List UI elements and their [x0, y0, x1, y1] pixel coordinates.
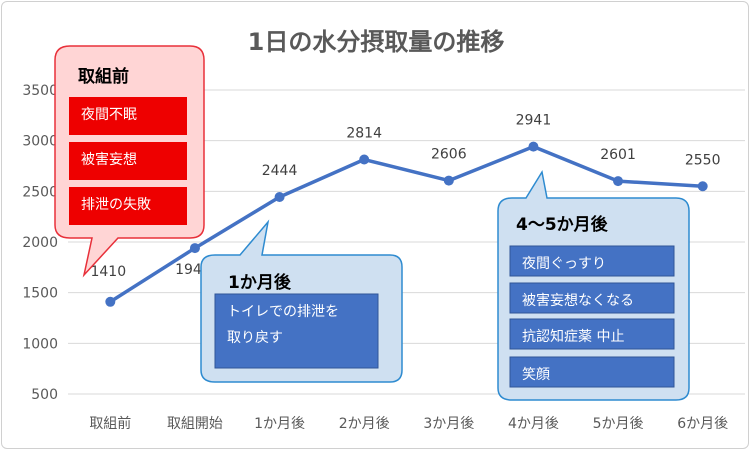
data-label: 2601 — [600, 147, 636, 163]
data-label: 2941 — [516, 113, 552, 129]
chart-title: 1日の水分摂取量の推移 — [248, 28, 505, 56]
callout-item: 夜間不眠 — [81, 107, 137, 123]
data-point — [697, 181, 708, 192]
x-tick-label: 取組前 — [89, 415, 131, 432]
data-label: 2550 — [685, 152, 721, 168]
callout-item-box — [509, 356, 675, 388]
data-point — [274, 192, 285, 203]
y-tick-label: 1000 — [22, 336, 58, 352]
callout-item-box — [69, 97, 187, 135]
y-tick-label: 500 — [31, 387, 58, 403]
data-label: 2606 — [431, 147, 467, 163]
y-tick-label: 2500 — [22, 184, 58, 200]
callout-item: 夜間ぐっすり — [522, 256, 606, 272]
data-point — [528, 141, 539, 152]
callout-item: 排泄の失敗 — [81, 197, 151, 213]
callout-item: 被害妄想なくなる — [522, 293, 634, 309]
y-tick-label: 3500 — [22, 83, 58, 99]
data-point — [613, 176, 624, 187]
x-axis-ticks: 取組前 取組開始 1か月後 2か月後 3か月後 4か月後 5か月後 6か月後 — [89, 415, 728, 432]
data-label: 2444 — [262, 163, 298, 179]
series-line — [105, 141, 708, 307]
callout-title: 1か月後 — [228, 272, 292, 293]
callouts: 取組前夜間不眠被害妄想排泄の失敗1か月後トイレでの排泄を取り戻す4～5か月後夜間… — [54, 45, 690, 401]
data-point — [189, 243, 200, 254]
callout-title: 4～5か月後 — [516, 214, 609, 235]
callout-item-box — [509, 282, 675, 314]
x-tick-label: 4か月後 — [508, 416, 559, 432]
callout-item: 被害妄想 — [81, 152, 137, 168]
callout-item-box — [69, 142, 187, 180]
x-tick-label: 5か月後 — [593, 416, 644, 432]
data-point — [105, 296, 116, 307]
callout-item-box — [509, 245, 675, 277]
data-label: 1410 — [90, 264, 126, 280]
callout-item: 笑顔 — [522, 367, 550, 383]
callout-title: 取組前 — [78, 66, 129, 87]
x-tick-label: 1か月後 — [254, 416, 305, 432]
callout-item: トイレでの排泄を取り戻す — [227, 304, 339, 346]
series-path — [109, 144, 703, 304]
callout-item: 抗認知症薬 中止 — [522, 328, 624, 345]
callout-item-box — [69, 187, 187, 225]
callout-item-box — [509, 318, 675, 350]
data-point — [443, 175, 454, 186]
x-tick-label: 6か月後 — [677, 416, 728, 432]
data-label: 2814 — [346, 126, 382, 142]
y-tick-label: 2000 — [22, 235, 58, 251]
x-tick-label: 3か月後 — [423, 416, 474, 432]
x-tick-label: 2か月後 — [339, 416, 390, 432]
data-point — [359, 154, 370, 165]
y-tick-label: 1500 — [22, 286, 58, 302]
callout-item-box — [214, 293, 379, 369]
y-axis-ticks: 500 1000 1500 2000 2500 3000 3500 — [22, 83, 58, 403]
y-tick-label: 3000 — [22, 134, 58, 150]
x-tick-label: 取組開始 — [167, 416, 223, 432]
